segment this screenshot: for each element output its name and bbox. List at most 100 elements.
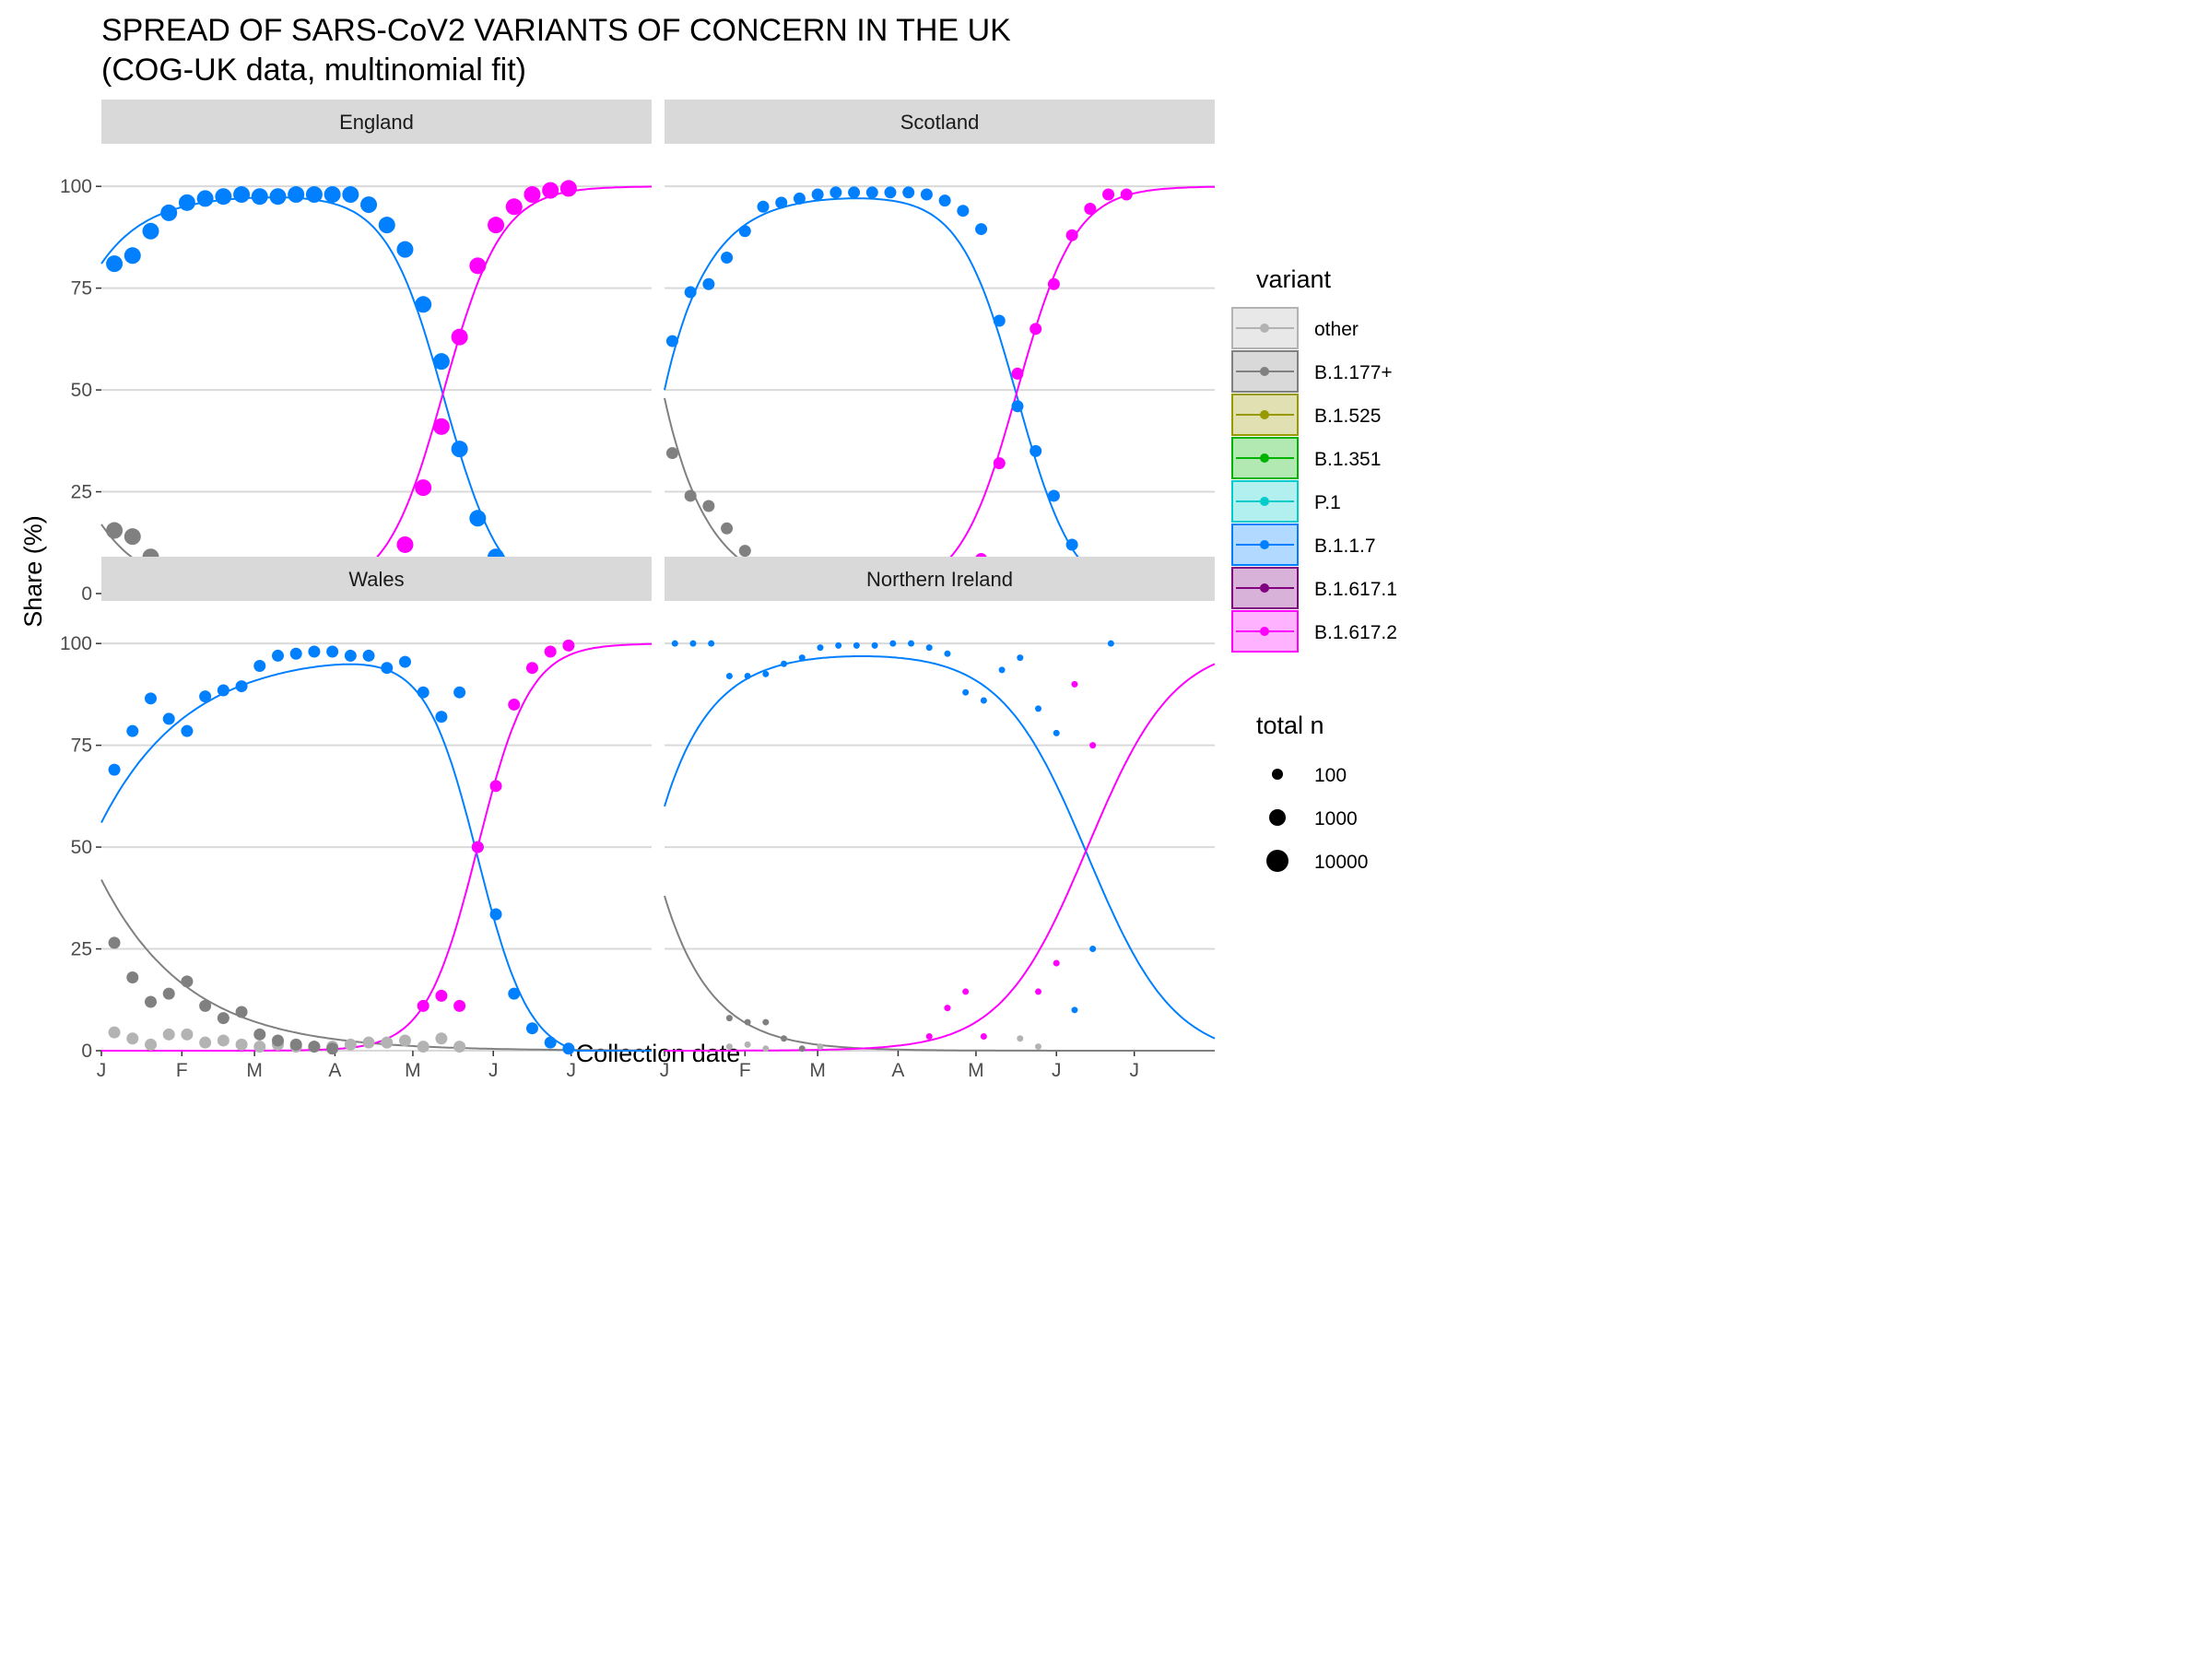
legend-item-b-1-351: B.1.351 [1231,437,1381,479]
x-axis-title: Collection date [576,1040,741,1067]
point-b-1-177 [684,489,697,502]
legend-key-dot [1260,410,1269,419]
point-b-1-1-7 [1065,538,1078,551]
facet-panels: England 0 25 50 75 100 Scotland Wales 0 25 50 75 100… [60,100,1216,1078]
point-b-1-617-2 [525,662,538,675]
point-other [126,1032,139,1045]
x-tick-label: M [968,1060,984,1078]
y-tick-label: 100 [60,176,92,197]
point-b-1-1-7 [1017,654,1024,662]
point-b-1-617-2 [488,217,505,234]
point-other [417,1041,429,1053]
point-b-1-1-7 [235,680,248,693]
panel-wales: Wales 0 25 50 75 100 J F M A M J J [60,557,653,1078]
x-tick-label: M [405,1060,421,1078]
point-b-1-177 [162,987,175,1000]
point-b-1-177 [725,1015,733,1022]
point-b-1-1-7 [744,673,751,680]
point-b-1-177 [308,1041,321,1053]
point-b-1-617-2 [396,535,414,553]
point-other [181,1028,194,1041]
y-tick-label: 75 [71,278,92,300]
point-b-1-1-7 [562,1042,575,1055]
point-b-1-617-2 [469,257,487,275]
panel-strip-label: Northern Ireland [866,568,1013,591]
size-legend-item-100: 100 [1272,765,1347,786]
point-b-1-617-2 [925,1033,933,1041]
point-b-1-1-7 [721,252,734,264]
point-b-1-1-7 [962,688,970,696]
point-b-1-1-7 [196,190,214,207]
x-tick-label: J [488,1060,499,1078]
point-b-1-1-7 [1107,640,1114,647]
legend-label: B.1.1.7 [1314,535,1376,557]
fit-line-b-1-177 [664,895,1215,1052]
point-b-1-1-7 [1035,705,1042,712]
point-b-1-617-2 [962,988,970,995]
fit-line-b-1-177 [100,878,652,1052]
point-b-1-1-7 [396,241,414,258]
point-b-1-1-7 [362,649,375,662]
legend-label: B.1.351 [1314,449,1381,470]
legend-item-b-1-177: B.1.177+ [1231,350,1393,393]
point-b-1-1-7 [853,641,860,649]
point-b-1-1-7 [830,186,842,199]
panel-strip [665,100,1215,144]
point-b-1-617-2 [1089,742,1097,749]
legend-item-b-1-1-7: B.1.1.7 [1231,524,1376,566]
x-tick-label: J [1129,1060,1139,1078]
legend-label: P.1 [1314,492,1341,513]
point-b-1-617-2 [451,328,468,346]
point-b-1-1-7 [689,640,697,647]
point-other [762,1045,770,1053]
point-b-1-1-7 [993,314,1006,327]
point-other [217,1034,229,1047]
legend-label: B.1.617.1 [1314,579,1397,600]
fit-line-b-1-617-2 [665,663,1216,1052]
point-b-1-1-7 [162,712,175,725]
point-b-1-617-2 [489,780,502,793]
point-b-1-617-2 [453,999,466,1012]
point-b-1-1-7 [417,686,429,699]
point-b-1-1-7 [160,204,178,221]
point-b-1-1-7 [835,641,842,649]
y-tick-label: 0 [81,1041,92,1062]
fit-line-b-1-1-7 [100,663,652,1052]
point-b-1-1-7 [360,196,378,214]
x-tick-label: F [739,1060,751,1078]
point-b-1-617-2 [524,186,541,204]
panel-strip [101,557,652,601]
legend-key-dot [1260,367,1269,376]
size-legend-item-10000: 10000 [1266,850,1368,873]
point-b-1-617-2 [1030,323,1042,335]
size-legend-label: 100 [1314,765,1347,786]
point-b-1-1-7 [775,196,788,209]
point-b-1-1-7 [811,188,824,201]
point-b-1-1-7 [142,222,159,240]
size-legend-item-1000: 1000 [1269,808,1358,830]
y-tick-label: 50 [71,380,92,401]
size-legend-dot [1266,850,1288,872]
point-other [725,1043,733,1051]
point-b-1-1-7 [793,192,806,205]
point-b-1-617-2 [471,841,484,853]
panel-england: England 0 25 50 75 100 [60,100,652,605]
point-b-1-1-7 [762,670,770,677]
legend-label: B.1.525 [1314,406,1381,427]
point-b-1-177 [145,995,158,1008]
point-b-1-617-2 [505,198,523,216]
point-b-1-177 [738,545,751,558]
point-b-1-1-7 [453,686,466,699]
point-b-1-1-7 [671,640,678,647]
point-b-1-1-7 [848,186,861,199]
point-b-1-177 [217,1012,229,1025]
point-b-1-1-7 [269,188,287,206]
point-other [744,1041,751,1048]
point-b-1-177 [124,528,141,546]
legend-key-dot [1260,497,1269,506]
point-b-1-1-7 [469,510,487,527]
point-b-1-1-7 [902,186,915,199]
fit-line-b-1-1-7 [664,197,1215,594]
point-b-1-1-7 [889,640,897,647]
point-other [199,1036,212,1049]
